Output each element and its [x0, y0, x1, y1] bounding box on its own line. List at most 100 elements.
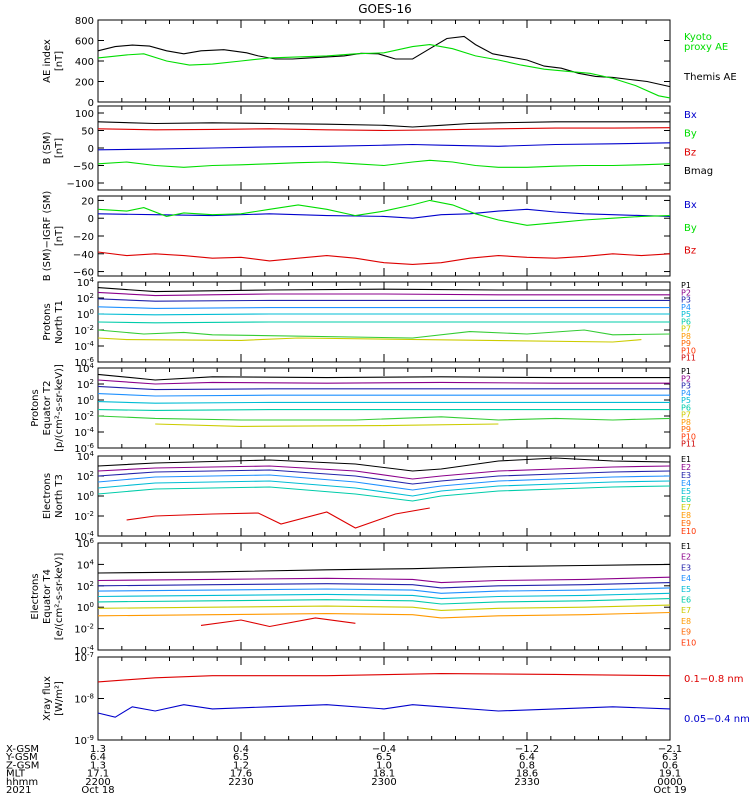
ytick-label-xray: 10-8 [74, 693, 94, 706]
legend-pn: P11 [681, 354, 696, 363]
series-ee-e8 [97, 611, 671, 619]
ylabel-pn: Protons [42, 303, 53, 340]
ytick-label-pn: 10-6 [74, 356, 94, 369]
series-pe-p6 [97, 409, 670, 411]
ytick-label-bigrf: 20 [81, 196, 94, 207]
series-bsm-bx [97, 142, 671, 151]
series-bigrf-by [97, 199, 671, 226]
xaxis-value: −0.4 [372, 744, 396, 755]
legend-ee: E6 [681, 596, 691, 605]
legend-en: E7 [681, 503, 691, 512]
legend-ee: E7 [681, 606, 691, 615]
ylabel-ae: AE index [42, 39, 53, 83]
legend-bigrf: Bz [684, 246, 696, 257]
ytick-label-ae: 600 [75, 37, 94, 48]
series-ee-e9 [200, 617, 356, 628]
series-ae-kyoto-proxy-ae [97, 44, 671, 99]
xaxis-value: 1.3 [90, 744, 106, 755]
ytick-label-en: 100 [77, 490, 94, 503]
xaxis-row-label: MLT [6, 769, 26, 780]
ytick-label-pn: 104 [77, 276, 95, 289]
legend-en: E3 [681, 471, 691, 480]
ytick-label-pe: 10-6 [74, 442, 94, 455]
chart-title: GOES-16 [358, 2, 412, 16]
series-ee-e6 [97, 598, 671, 605]
ytick-label-ae: 800 [75, 16, 94, 27]
legend-en: E5 [681, 487, 691, 496]
legend-bsm: Bmag [684, 166, 713, 177]
series-pe-p4 [97, 393, 670, 397]
series-ee-e1 [97, 563, 671, 574]
ytick-label-pn: 102 [77, 292, 94, 305]
series-en-e5 [97, 480, 671, 497]
ytick-label-ae: 400 [75, 57, 94, 68]
series-pn-p1 [97, 287, 670, 293]
ytick-label-bsm: −100 [67, 179, 94, 190]
series-ee-e4 [97, 587, 671, 594]
xaxis-value: 0.4 [233, 744, 249, 755]
ylabel-pe: Protons [30, 389, 41, 426]
legend-bsm: By [684, 129, 697, 140]
panel-frame-ee [97, 542, 671, 651]
legend-en: E4 [681, 479, 691, 488]
xaxis-value: 17.1 [87, 769, 109, 780]
legend-pn: P7 [681, 325, 691, 334]
ytick-label-ee: 100 [77, 601, 94, 614]
legend-ae: proxy AE [684, 42, 728, 53]
xaxis-value: −2.1 [658, 744, 682, 755]
ylabel-ee: Equator T4 [42, 569, 53, 624]
ylabel-en: North T3 [54, 474, 65, 518]
ytick-label-bigrf: −40 [73, 250, 94, 261]
series-pn-p6 [97, 321, 670, 324]
xaxis-value: 0.6 [662, 760, 678, 771]
series-pe-p5 [97, 401, 670, 404]
legend-pn: P10 [681, 346, 696, 355]
ytick-label-pe: 102 [77, 378, 94, 391]
legend-pe: P11 [681, 440, 696, 449]
ylabel-ae: [nT] [54, 51, 65, 71]
xaxis-value: 17.6 [230, 769, 252, 780]
ytick-label-pe: 104 [77, 362, 95, 375]
xaxis-row-label: X-GSM [6, 744, 39, 755]
legend-pn: P9 [681, 339, 691, 348]
panel-frame-bigrf [97, 195, 671, 277]
panel-frame-ae [97, 19, 671, 103]
xaxis-row-label: 2021 [6, 785, 31, 796]
series-en-e6 [97, 485, 671, 502]
xaxis-value: 1.2 [233, 760, 249, 771]
series-pn-p4 [97, 306, 670, 309]
xaxis-value: 6.5 [376, 752, 392, 763]
legend-pe: P3 [681, 382, 691, 391]
legend-ae: Kyoto [684, 32, 712, 43]
series-xray-0-05-0-4-nm [97, 704, 671, 718]
xaxis-value: 0000 [657, 777, 682, 788]
ylabel-en: Electrons [42, 473, 53, 519]
legend-bigrf: Bx [684, 200, 697, 211]
legend-en: E9 [681, 519, 691, 528]
ytick-label-xray: 10-7 [74, 651, 94, 664]
series-bsm-by [97, 159, 671, 168]
legend-bigrf: By [684, 223, 697, 234]
ytick-label-ee: 104 [77, 558, 95, 571]
legend-pe: P6 [681, 403, 691, 412]
ytick-label-bigrf: −20 [73, 232, 94, 243]
legend-en: E2 [681, 463, 691, 472]
ytick-label-bsm: −50 [73, 162, 94, 173]
series-en-e3 [97, 469, 671, 485]
series-pn-p7 [97, 329, 671, 339]
legend-ee: E8 [681, 617, 691, 626]
panel-frame-xray [97, 656, 671, 741]
xaxis-value: 2230 [228, 777, 253, 788]
legend-pe: P1 [681, 367, 691, 376]
ylabel-ee: Electrons [30, 573, 41, 619]
xaxis-value: 19.1 [659, 769, 681, 780]
ytick-label-en: 10-4 [74, 530, 94, 543]
ytick-label-en: 102 [77, 470, 94, 483]
series-en-e2 [97, 465, 671, 480]
legend-pn: P3 [681, 296, 691, 305]
ytick-label-pn: 100 [77, 308, 94, 321]
legend-ee: E5 [681, 585, 691, 594]
ylabel-bsm: B (SM) [42, 131, 53, 164]
ylabel-bigrf: B (SM)−IGRF (SM) [42, 191, 53, 282]
ytick-label-en: 104 [77, 450, 95, 463]
